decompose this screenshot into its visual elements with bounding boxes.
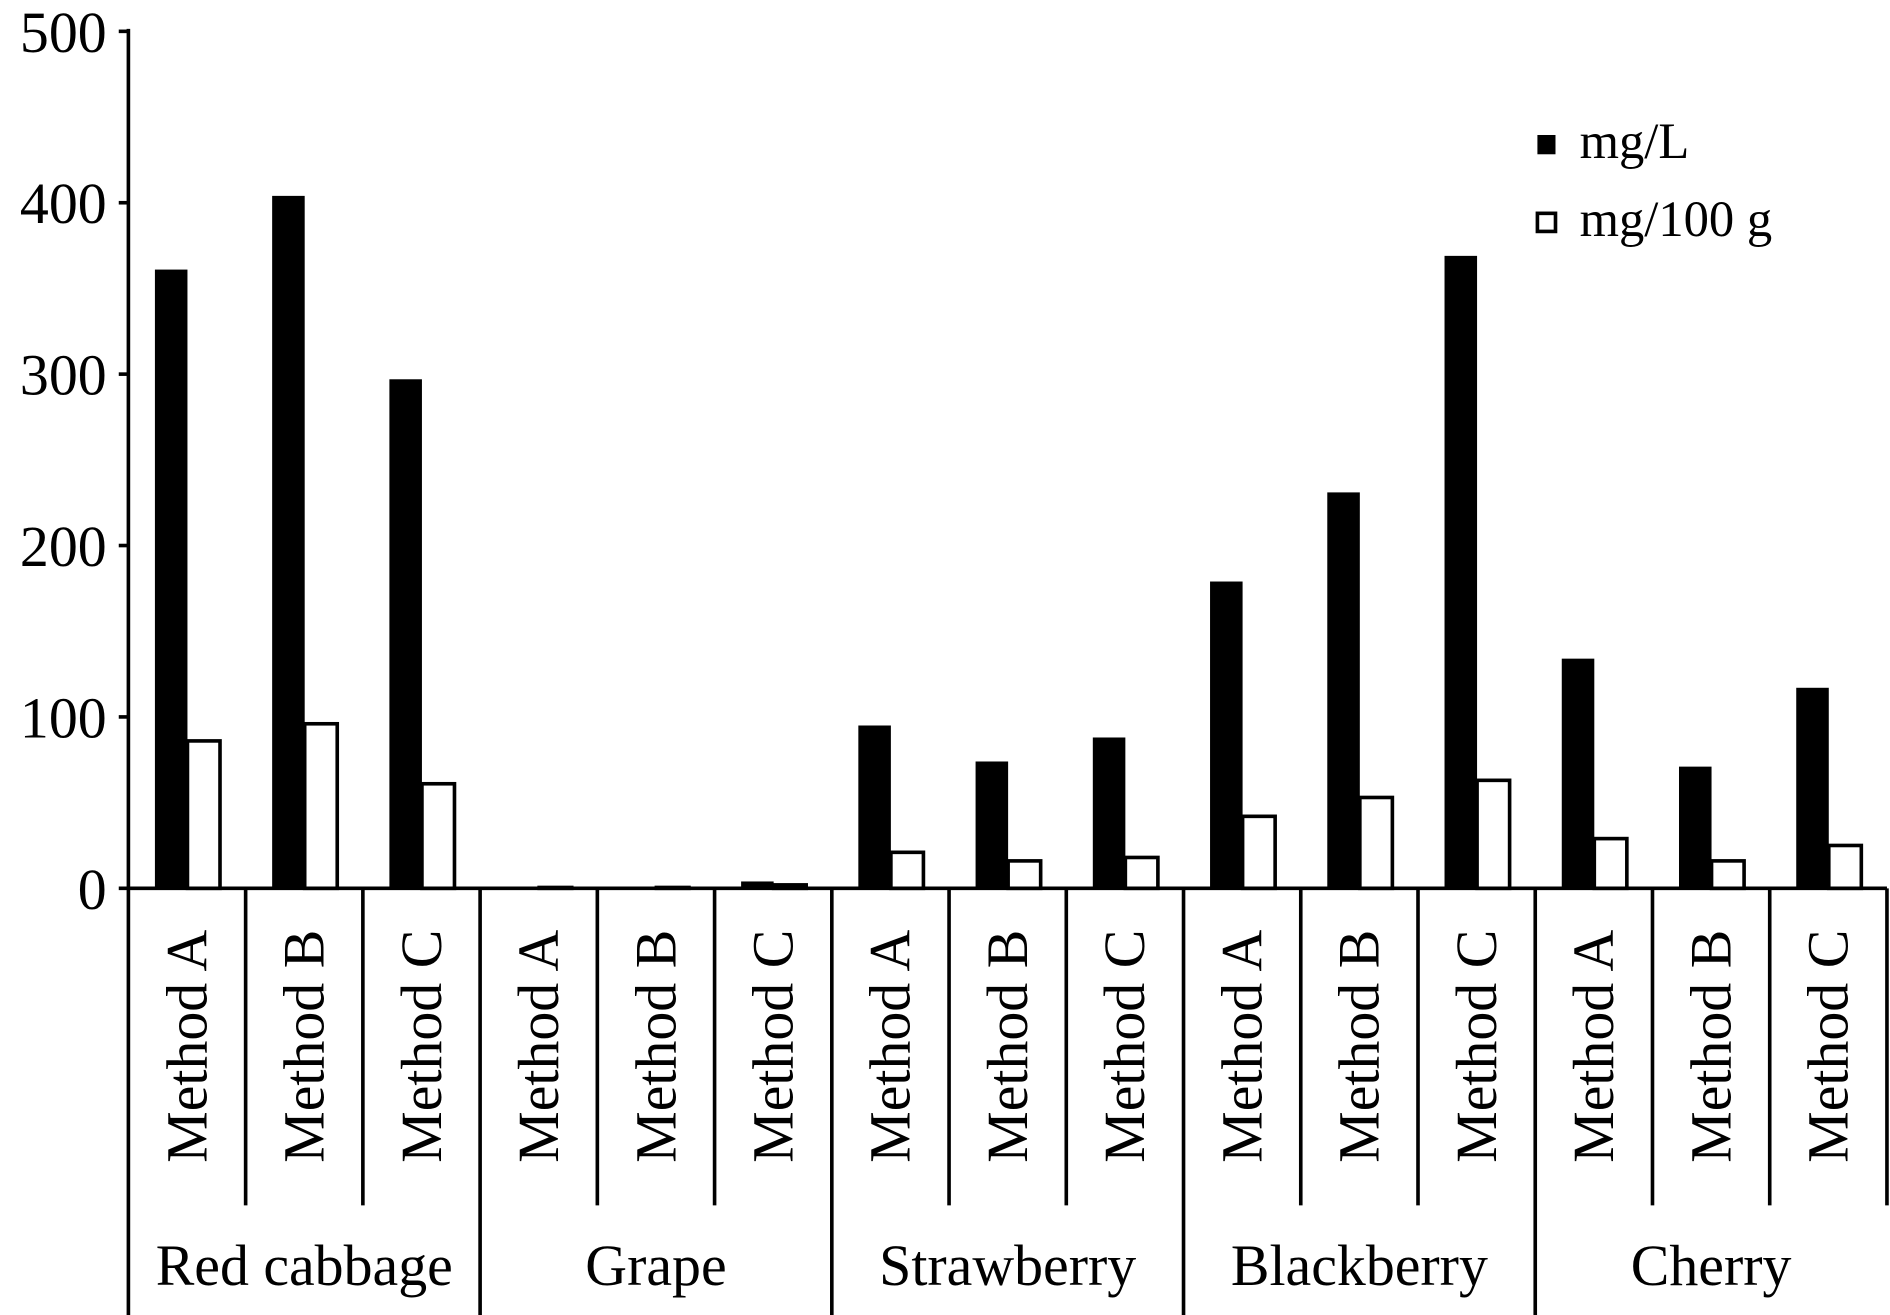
bar-mg-100g <box>1123 855 1160 891</box>
method-label: Method C <box>740 930 805 1163</box>
method-label: Method C <box>389 930 454 1163</box>
method-label: Method B <box>623 930 688 1163</box>
bar-mg-l <box>272 195 305 889</box>
legend: mg/L mg/100 g <box>1535 113 1773 247</box>
bar-mg-l <box>858 725 891 889</box>
method-label: Method C <box>1796 930 1861 1163</box>
method-label: Method B <box>975 930 1040 1163</box>
bar-mg-l <box>389 379 422 889</box>
method-label: Method A <box>1209 930 1274 1163</box>
legend-swatch-mg-l <box>1537 134 1556 155</box>
bar-mg-l <box>1210 581 1243 889</box>
bar-mg-100g <box>1358 795 1395 891</box>
legend-label-mg-100g: mg/100 g <box>1580 191 1773 247</box>
method-label: Method C <box>1444 930 1509 1163</box>
method-label: Method B <box>272 930 337 1163</box>
legend-label-mg-l: mg/L <box>1580 113 1690 169</box>
bar-mg-l <box>1327 492 1360 889</box>
bar-mg-l <box>1092 737 1126 889</box>
bar-mg-100g <box>1826 843 1864 891</box>
y-tick-label: 300 <box>20 343 107 408</box>
y-tick-label: 0 <box>78 857 107 922</box>
legend-swatch-mg-100g <box>1535 211 1558 234</box>
y-tick-label: 100 <box>20 685 107 750</box>
bar-mg-l <box>741 881 774 889</box>
bar-mg-l <box>154 269 188 889</box>
x-axis: Method A Method B Method C Method A Method B… <box>128 886 1889 1315</box>
bar-mg-l <box>975 761 1009 889</box>
method-label: Method B <box>1678 930 1743 1163</box>
group-label: Blackberry <box>1231 1233 1488 1298</box>
group-label: Red cabbage <box>156 1233 453 1298</box>
bar-mg-100g <box>1709 859 1746 891</box>
bar-mg-l <box>1561 658 1595 889</box>
group-label: Grape <box>585 1233 726 1298</box>
bar-mg-100g <box>1006 859 1043 891</box>
group-label: Strawberry <box>879 1233 1136 1298</box>
bar-mg-100g <box>185 739 222 891</box>
bar-mg-100g <box>302 721 340 891</box>
bar-mg-100g <box>1592 836 1629 891</box>
method-label: Method B <box>1327 930 1392 1163</box>
y-tick-label: 500 <box>20 0 107 65</box>
method-label: Method C <box>1092 930 1157 1163</box>
bar-mg-100g <box>889 850 926 891</box>
y-tick-label: 400 <box>20 171 107 236</box>
bar-mg-l <box>1796 687 1829 889</box>
group-label: Cherry <box>1631 1233 1792 1298</box>
method-label: Method A <box>1561 930 1626 1163</box>
bar-mg-100g <box>420 781 457 891</box>
y-tick-label: 200 <box>20 514 107 579</box>
y-axis: 0 100 200 300 400 500 <box>20 0 131 1315</box>
bar-mg-l <box>1444 255 1478 889</box>
bar-mg-100g <box>1240 814 1277 891</box>
bars <box>154 195 1864 891</box>
bar-mg-100g <box>1475 778 1512 891</box>
method-label: Method A <box>154 930 219 1163</box>
bar-mg-l <box>1678 766 1712 889</box>
method-label: Method A <box>858 930 923 1163</box>
method-label: Method A <box>506 930 571 1163</box>
